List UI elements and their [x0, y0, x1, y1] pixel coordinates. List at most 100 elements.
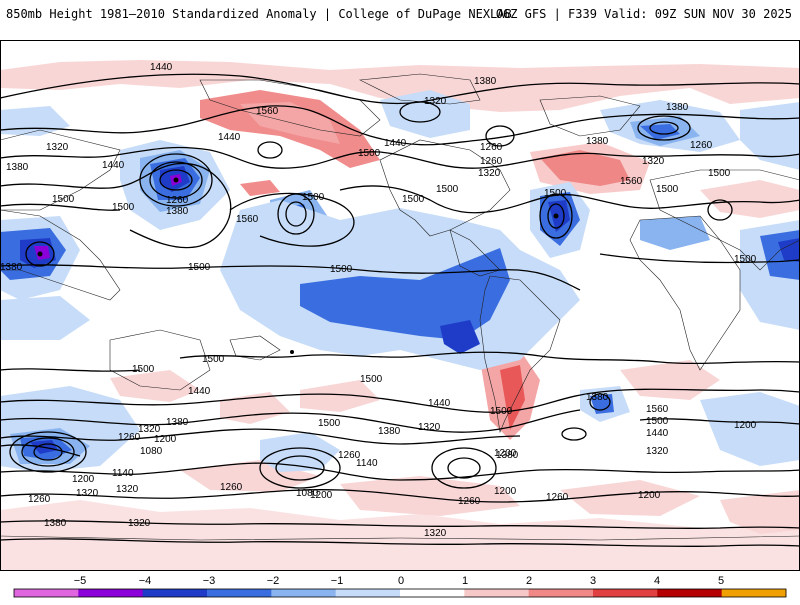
- contour-label: 1560: [620, 176, 643, 187]
- colorbar-swatch: [400, 589, 465, 597]
- contour-label: 1260: [28, 494, 51, 505]
- contour-label: 1560: [256, 106, 279, 117]
- colorbar-tick-label: −2: [267, 575, 280, 587]
- colorbar-tick-label: −5: [74, 575, 87, 587]
- contour-label: 1560: [646, 404, 669, 415]
- contour-label: 1500: [360, 374, 383, 385]
- contour-label: 1260: [220, 482, 243, 493]
- contour-label: 1500: [132, 364, 155, 375]
- contour-label: 1440: [384, 138, 407, 149]
- colorbar-swatch: [78, 589, 144, 597]
- colorbar-tick-label: −4: [139, 575, 152, 587]
- contour-label: 1500: [656, 184, 679, 195]
- contour-label: 1380: [166, 206, 189, 217]
- colorbar: −5 −4 −3 −2 −1 0 1 2 3 4 5: [0, 570, 800, 600]
- contour-label: 1440: [428, 398, 451, 409]
- colorbar-tick-label: 2: [526, 575, 532, 587]
- colorbar-swatch: [721, 589, 787, 597]
- contour-label: 1380: [666, 102, 689, 113]
- contour-label: 1200: [494, 448, 517, 459]
- colorbar-svg: −5 −4 −3 −2 −1 0 1 2 3 4 5: [13, 575, 787, 598]
- contour-label: 1320: [128, 518, 151, 529]
- height-contours: [0, 73, 800, 548]
- anomaly-map[interactable]: 1440 1560 1380 1320 1380 1440 1380 1320 …: [0, 40, 800, 571]
- colorbar-swatch: [593, 589, 658, 597]
- contour-label: 1320: [76, 488, 99, 499]
- contour-label: 1200: [72, 474, 95, 485]
- contour-label: 1500: [202, 354, 225, 365]
- colorbar-tick-label: −3: [203, 575, 216, 587]
- contour-label: 1260: [118, 432, 141, 443]
- coastlines: [0, 73, 800, 541]
- contour-label: 1320: [418, 422, 441, 433]
- contour-label: 1380: [378, 426, 401, 437]
- contour-label: 1260: [546, 492, 569, 503]
- positive-anomaly-fill: [0, 60, 800, 571]
- colorbar-tick-label: 4: [654, 575, 660, 587]
- contour-label: 1320: [116, 484, 139, 495]
- map-title: 850mb Height 1981–2010 Standardized Anom…: [6, 7, 512, 21]
- contour-label: 1380: [44, 518, 67, 529]
- contour-label: 1320: [478, 168, 501, 179]
- model-valid-time: 06Z GFS | F339 Valid: 09Z SUN NOV 30 202…: [495, 7, 792, 21]
- contour-label: 1500: [436, 184, 459, 195]
- colorbar-swatch: [14, 589, 79, 597]
- colorbar-tick-label: 5: [718, 575, 724, 587]
- contour-label: 1140: [112, 468, 134, 479]
- contour-label: 1200: [494, 486, 517, 497]
- contour-label: 1200: [310, 490, 333, 501]
- colorbar-tick-label: 1: [462, 575, 468, 587]
- negative-anomaly-fill: [0, 90, 800, 472]
- contour-label: 1080: [140, 446, 163, 457]
- contour-labels: 1440 1560 1380 1320 1380 1440 1380 1320 …: [0, 62, 757, 539]
- contour-label: 1500: [402, 194, 425, 205]
- contour-label: 1440: [218, 132, 241, 143]
- low-center-markers: [37, 177, 559, 354]
- colorbar-tick-label: −1: [331, 575, 344, 587]
- colorbar-tick-label: 3: [590, 575, 596, 587]
- contour-label: 1440: [102, 160, 125, 171]
- colorbar-swatch: [207, 589, 272, 597]
- contour-label: 1260: [458, 496, 481, 507]
- colorbar-swatch: [142, 589, 208, 597]
- contour-label: 1500: [302, 192, 325, 203]
- contour-label: 1380: [496, 450, 519, 461]
- contour-label: 1380: [6, 162, 29, 173]
- colorbar-swatch: [335, 589, 401, 597]
- map-panel[interactable]: 1440 1560 1380 1320 1380 1440 1380 1320 …: [0, 40, 800, 571]
- contour-label: 1500: [544, 188, 567, 199]
- colorbar-frame: [13, 588, 787, 598]
- header: 850mb Height 1981–2010 Standardized Anom…: [0, 0, 800, 30]
- contour-label: 1200: [734, 420, 757, 431]
- contour-label: 1260: [338, 450, 361, 461]
- contour-label: 1080: [296, 488, 319, 499]
- contour-label: 1380: [166, 417, 189, 428]
- contour-label: 1380: [474, 76, 497, 87]
- contour-label: 1200: [154, 434, 177, 445]
- contour-label: 1140: [356, 458, 378, 469]
- colorbar-tick-label: 0: [398, 575, 404, 587]
- contour-label: 1380: [586, 136, 609, 147]
- contour-label: 1260: [166, 195, 189, 206]
- contour-label: 1320: [642, 156, 665, 167]
- contour-label: 1440: [150, 62, 173, 73]
- contour-label: 1500: [188, 262, 211, 273]
- contour-label: 1500: [330, 264, 353, 275]
- contour-label: 1200: [638, 490, 661, 501]
- contour-label: 1500: [112, 202, 135, 213]
- colorbar-swatch: [271, 589, 337, 597]
- colorbar-swatch: [528, 589, 594, 597]
- contour-label: 1500: [358, 148, 381, 159]
- contour-label: 1500: [734, 254, 757, 265]
- contour-label: 1380: [0, 262, 23, 273]
- contour-label: 1440: [188, 386, 211, 397]
- contour-label: 1500: [318, 418, 341, 429]
- contour-label: 1500: [490, 406, 513, 417]
- contour-label: 1320: [424, 528, 447, 539]
- contour-label: 1500: [646, 416, 669, 427]
- contour-label: 1260: [480, 142, 503, 153]
- contour-label: 1320: [646, 446, 669, 457]
- colorbar-swatch: [657, 589, 723, 597]
- contour-label: 1320: [138, 424, 161, 435]
- contour-label: 1260: [480, 156, 503, 167]
